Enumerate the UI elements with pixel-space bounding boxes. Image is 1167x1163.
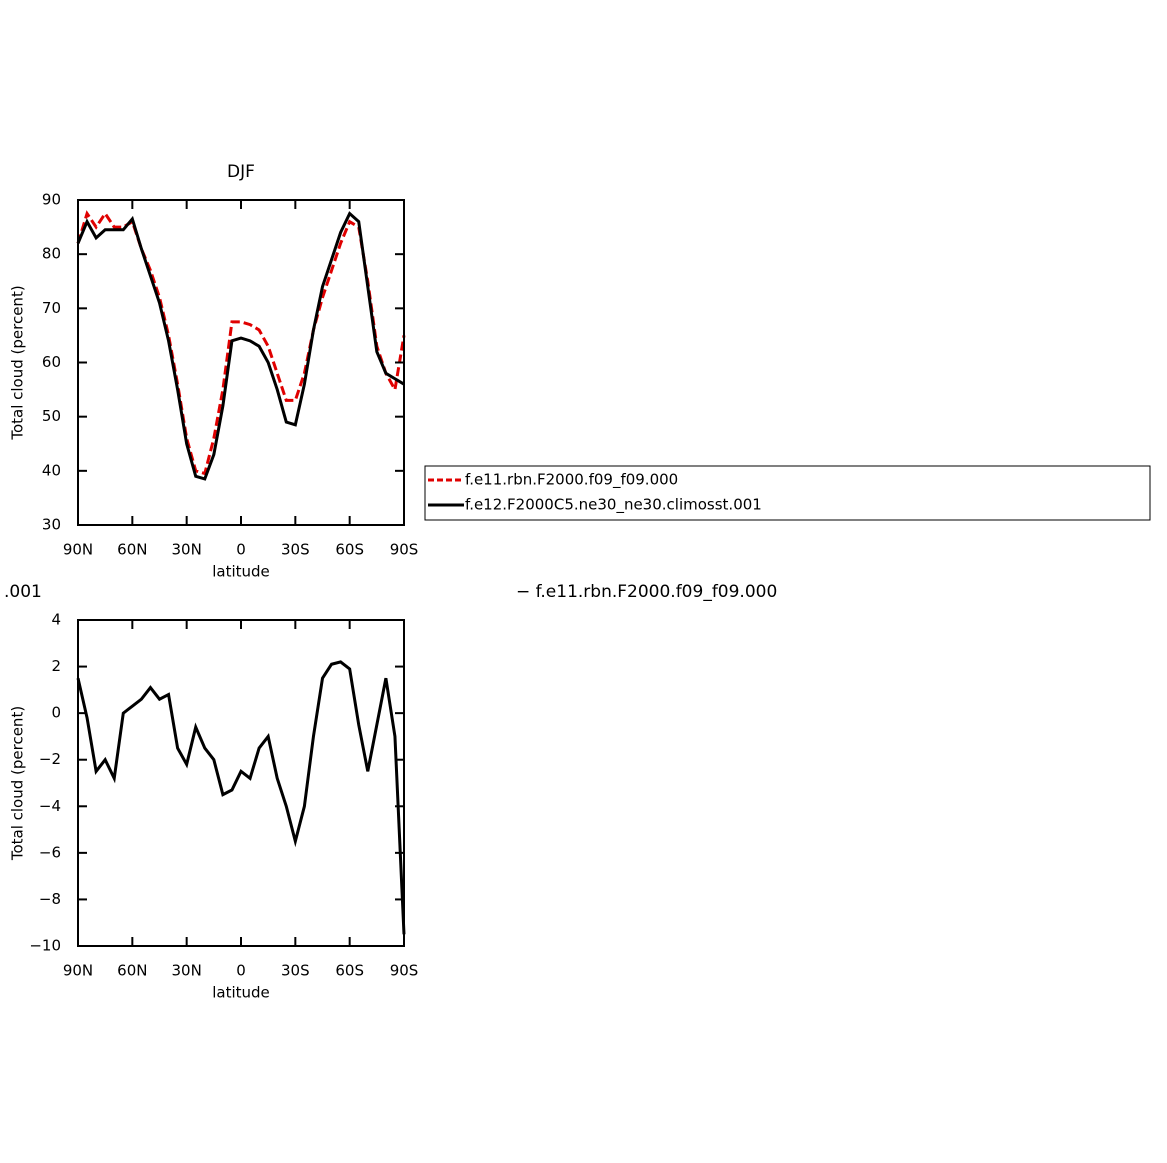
x-tick-label: 60S	[335, 962, 364, 980]
x-tick-label: 0	[236, 962, 246, 980]
y-tick-label: 80	[42, 245, 61, 263]
x-tick-label: 30N	[172, 541, 202, 559]
y-tick-label: −10	[29, 937, 61, 955]
y-tick-label: 4	[51, 611, 61, 629]
data-line	[76, 211, 405, 481]
data-line	[76, 660, 406, 935]
chart-title: DJF	[227, 162, 255, 182]
y-axis-label: Total cloud (percent)	[9, 706, 27, 861]
x-tick-label: 90S	[390, 541, 419, 559]
x-tick-label: 0	[236, 541, 246, 559]
x-tick-label: 60N	[117, 541, 147, 559]
x-tick-label: 90N	[63, 962, 93, 980]
y-tick-label: 0	[51, 704, 61, 722]
y-tick-label: −2	[39, 750, 61, 768]
legend-label: f.e12.F2000C5.ne30_ne30.climosst.001	[465, 496, 762, 515]
y-tick-label: 90	[42, 191, 61, 209]
chart-title-right: − f.e11.rbn.F2000.f09_f09.000	[516, 582, 777, 602]
x-tick-label: 90N	[63, 541, 93, 559]
x-tick-label: 60S	[335, 541, 364, 559]
x-axis-label: latitude	[212, 984, 270, 1002]
y-tick-label: 30	[42, 516, 61, 534]
x-axis-label: latitude	[212, 563, 270, 581]
plot-frame	[77, 619, 405, 947]
y-tick-label: 50	[42, 407, 61, 425]
x-tick-label: 30S	[281, 962, 310, 980]
plot-frame	[77, 199, 405, 526]
y-axis-label: Total cloud (percent)	[9, 285, 27, 440]
y-tick-label: 2	[51, 657, 61, 675]
legend-box	[424, 465, 1151, 521]
x-tick-label: 60N	[117, 962, 147, 980]
y-tick-label: −4	[39, 797, 61, 815]
x-tick-label: 30N	[172, 962, 202, 980]
y-tick-label: −8	[39, 890, 61, 908]
y-tick-label: 60	[42, 353, 61, 371]
chart-title-left: .001	[4, 582, 42, 602]
y-tick-label: −6	[39, 843, 61, 861]
y-tick-label: 70	[42, 299, 61, 317]
y-tick-label: 40	[42, 461, 61, 479]
data-line	[76, 210, 406, 476]
x-tick-label: 30S	[281, 541, 310, 559]
x-tick-label: 90S	[390, 962, 419, 980]
legend-label: f.e11.rbn.F2000.f09_f09.000	[465, 471, 678, 490]
